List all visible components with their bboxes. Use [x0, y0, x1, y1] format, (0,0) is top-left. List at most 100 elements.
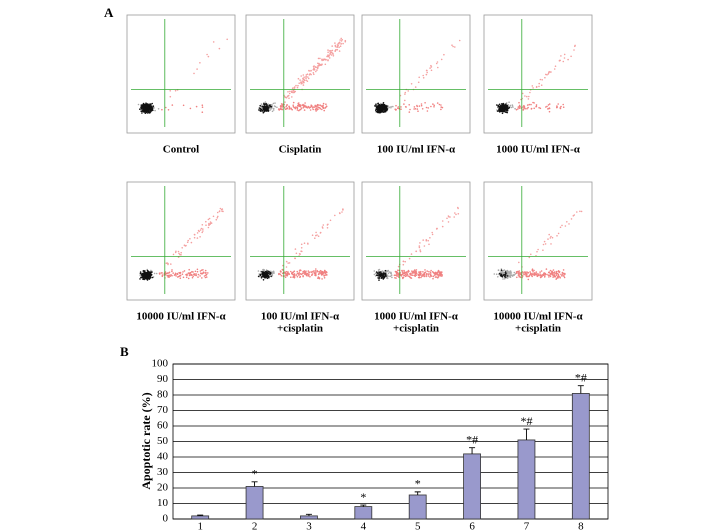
dot: [295, 274, 297, 276]
dot: [217, 215, 219, 218]
dot: [288, 97, 290, 99]
dot: [402, 272, 405, 274]
dot: [202, 272, 204, 275]
dot: [403, 274, 406, 277]
error-bar: [577, 385, 584, 394]
dot: [384, 269, 387, 272]
dot: [327, 49, 329, 51]
dot: [297, 102, 300, 105]
dot: [194, 274, 196, 276]
dot: [562, 60, 565, 63]
dot: [285, 96, 288, 99]
y-tick-label: 50: [157, 435, 169, 447]
dot: [284, 95, 286, 98]
dot: [259, 270, 262, 273]
dot: [545, 106, 547, 108]
dot: [502, 271, 504, 274]
dot: [375, 105, 377, 107]
dot: [506, 105, 508, 108]
dot: [270, 275, 272, 278]
dot: [548, 107, 551, 110]
dot: [141, 112, 143, 114]
dot: [260, 108, 262, 110]
dot: [288, 92, 291, 95]
dot: [519, 273, 521, 275]
dot: [263, 109, 266, 112]
dot: [419, 249, 422, 251]
dot: [380, 111, 383, 113]
dot: [440, 106, 443, 108]
dot: [411, 270, 413, 272]
dot-cloud: [493, 210, 583, 281]
dot: [380, 107, 383, 110]
dot: [430, 69, 433, 72]
dot: [193, 236, 196, 239]
dot: [397, 106, 400, 108]
dot: [536, 250, 538, 253]
dot: [417, 110, 419, 112]
dot: [400, 108, 402, 110]
dot: [562, 273, 564, 276]
dot: [441, 225, 444, 228]
dot: [406, 273, 409, 276]
dot: [396, 271, 399, 274]
dot: [418, 246, 421, 249]
dot: [379, 271, 382, 273]
dot: [493, 273, 496, 275]
dot: [506, 277, 509, 279]
flow-plot-frame: [126, 181, 236, 301]
dot: [326, 55, 328, 58]
y-tick-label: 100: [152, 358, 169, 370]
dot: [200, 227, 203, 230]
dot: [539, 271, 541, 273]
dot: [381, 270, 384, 272]
dot: [404, 260, 407, 263]
dot: [197, 276, 199, 278]
dot: [274, 105, 277, 108]
dot: [323, 109, 326, 112]
panel-label: B: [120, 344, 129, 359]
plot-label: +cisplatin: [515, 323, 561, 335]
dot: [432, 277, 434, 280]
dot: [520, 98, 522, 101]
dot: [441, 274, 443, 277]
dot: [415, 269, 418, 271]
dot: [307, 76, 309, 78]
y-tick-label: 10: [157, 497, 169, 509]
dot: [384, 106, 387, 108]
dot: [263, 273, 266, 275]
dot: [415, 250, 418, 253]
dot: [170, 263, 172, 265]
dot: [311, 234, 314, 236]
dot: [514, 273, 517, 275]
dot: [386, 274, 389, 277]
dot: [457, 213, 460, 215]
dot: [151, 106, 153, 109]
dot: [195, 105, 198, 108]
dot: [314, 105, 317, 108]
dot: [205, 276, 208, 278]
dot: [291, 108, 294, 111]
dot: [303, 273, 306, 275]
dot: [142, 277, 145, 279]
dot: [396, 275, 398, 277]
dot: [148, 272, 151, 275]
dot: [319, 270, 322, 272]
dot: [545, 268, 548, 270]
dot: [300, 75, 303, 77]
dot: [523, 273, 525, 276]
dot: [554, 65, 557, 67]
dot: [379, 106, 381, 108]
dot: [525, 275, 527, 277]
dot: [306, 80, 309, 82]
dot: [532, 87, 534, 89]
dot: [302, 270, 305, 273]
dot: [262, 271, 265, 274]
dot: [318, 62, 320, 65]
dot: [293, 273, 296, 275]
dot: [187, 239, 189, 242]
dot: [203, 275, 206, 277]
dot: [427, 239, 430, 242]
dot: [146, 274, 148, 276]
x-tick-label: 5: [415, 521, 421, 531]
